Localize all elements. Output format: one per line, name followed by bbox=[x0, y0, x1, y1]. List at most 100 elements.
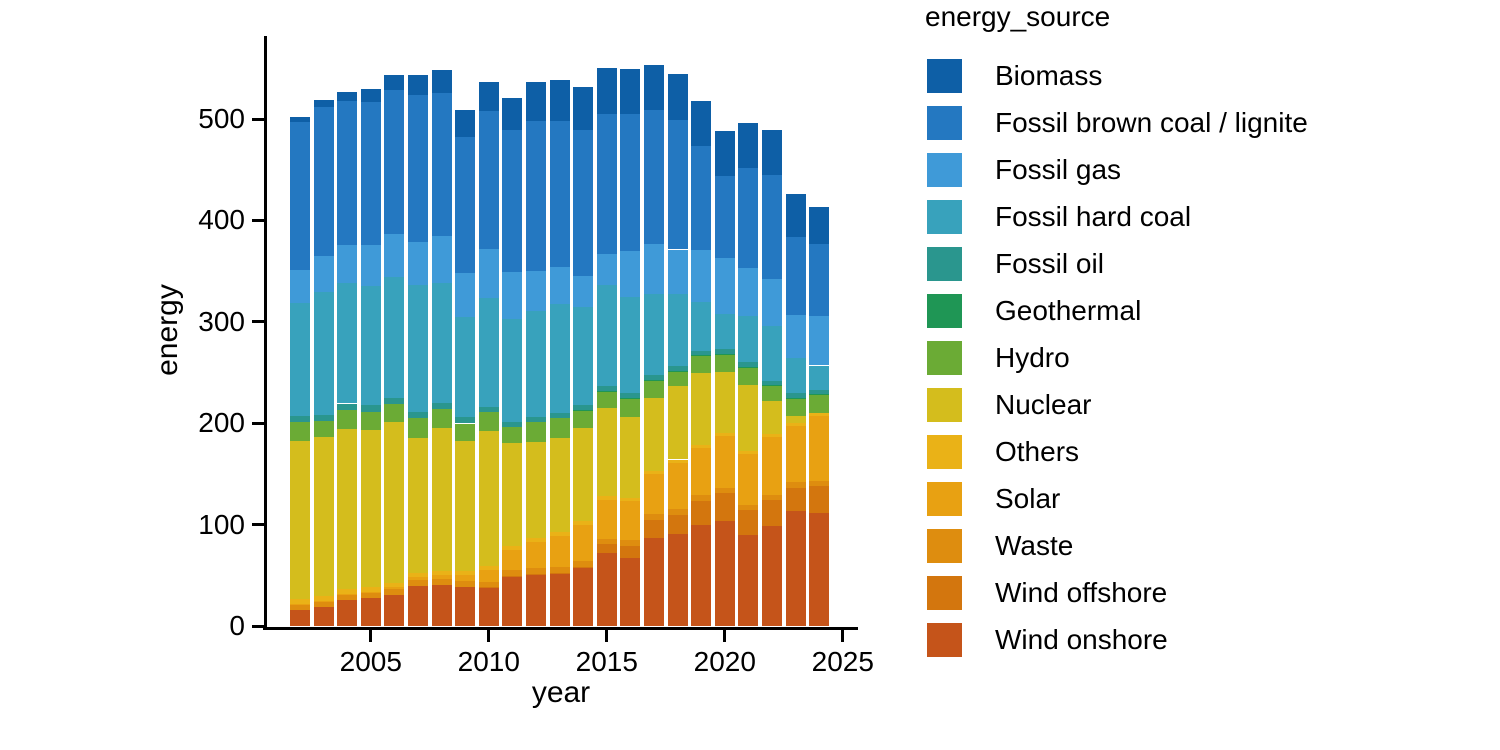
segment-hydro bbox=[502, 426, 523, 443]
segment-wind-onshore bbox=[360, 598, 381, 626]
segment-biomass bbox=[313, 100, 334, 107]
segment-fossil-oil bbox=[762, 380, 782, 386]
segment-biomass bbox=[762, 130, 782, 175]
segment-fossil-hard-coal bbox=[526, 310, 546, 418]
segment-waste bbox=[644, 514, 664, 520]
y-tick bbox=[252, 624, 265, 628]
segment-solar bbox=[762, 437, 782, 495]
segment-hydro bbox=[549, 417, 570, 439]
legend-swatch-solar bbox=[927, 482, 962, 516]
y-tick-label: 300 bbox=[198, 305, 245, 337]
segment-solar bbox=[738, 454, 759, 505]
segment-wind-onshore bbox=[644, 537, 664, 626]
bar-2019 bbox=[691, 0, 712, 750]
segment-biomass bbox=[337, 91, 358, 102]
segment-others bbox=[644, 470, 664, 475]
legend-swatch-waste bbox=[927, 529, 962, 563]
segment-wind-onshore bbox=[502, 576, 523, 626]
segment-solar bbox=[502, 550, 523, 571]
segment-hydro bbox=[478, 412, 499, 431]
bar-2003 bbox=[313, 0, 334, 750]
segment-fossil-hard-coal bbox=[431, 282, 452, 404]
segment-nuclear bbox=[596, 408, 617, 497]
legend-swatch-others bbox=[927, 435, 962, 469]
segment-solar bbox=[714, 436, 735, 488]
segment-fossil-gas bbox=[455, 273, 476, 317]
segment-others bbox=[596, 496, 617, 500]
segment-fossil-gas bbox=[313, 255, 334, 293]
segment-biomass bbox=[738, 123, 759, 168]
legend-swatch-hydro bbox=[927, 341, 962, 375]
segment-wind-onshore bbox=[290, 609, 310, 626]
segment-solar bbox=[526, 541, 546, 569]
segment-fossil-brown-coal-lignite bbox=[384, 90, 405, 235]
x-tick bbox=[369, 629, 373, 642]
bar-2013 bbox=[549, 0, 570, 750]
segment-others bbox=[762, 434, 782, 438]
y-tick bbox=[252, 421, 265, 425]
segment-fossil-gas bbox=[502, 272, 523, 320]
segment-wind-offshore bbox=[691, 500, 712, 526]
segment-others bbox=[502, 546, 523, 551]
segment-fossil-hard-coal bbox=[384, 276, 405, 398]
segment-fossil-hard-coal bbox=[809, 365, 830, 390]
x-axis-title: year bbox=[531, 676, 591, 709]
segment-wind-onshore bbox=[667, 534, 688, 626]
legend-swatch-fossil-brown-coal-lignite bbox=[927, 106, 962, 140]
segment-fossil-gas bbox=[714, 258, 735, 314]
x-tick bbox=[841, 629, 845, 642]
segment-solar bbox=[573, 524, 594, 562]
legend-item: Solar bbox=[925, 482, 1495, 516]
x-tick bbox=[723, 629, 727, 642]
legend-item: Fossil hard coal bbox=[925, 200, 1495, 234]
segment-nuclear bbox=[360, 430, 381, 588]
segment-others bbox=[714, 433, 735, 437]
segment-wind-offshore bbox=[620, 545, 641, 558]
segment-hydro bbox=[384, 403, 405, 422]
segment-wind-onshore bbox=[620, 557, 641, 626]
segment-wind-onshore bbox=[691, 525, 712, 626]
legend-label: Fossil hard coal bbox=[995, 201, 1192, 232]
segment-others bbox=[526, 537, 546, 542]
bar-2007 bbox=[408, 0, 428, 750]
segment-fossil-gas bbox=[573, 275, 594, 307]
segment-fossil-oil bbox=[290, 416, 310, 423]
segment-fossil-brown-coal-lignite bbox=[290, 122, 310, 271]
bar-2010 bbox=[478, 0, 499, 750]
segment-nuclear bbox=[667, 386, 688, 460]
segment-biomass bbox=[408, 74, 428, 95]
segment-nuclear bbox=[478, 430, 499, 566]
segment-fossil-gas bbox=[738, 268, 759, 316]
segment-nuclear bbox=[384, 421, 405, 583]
segment-others bbox=[549, 531, 570, 536]
legend-title: energy_source bbox=[925, 1, 1111, 32]
segment-others bbox=[478, 565, 499, 571]
segment-nuclear bbox=[738, 384, 759, 452]
segment-wind-offshore bbox=[738, 510, 759, 536]
segment-wind-onshore bbox=[384, 594, 405, 626]
segment-fossil-gas bbox=[337, 245, 358, 283]
segment-waste bbox=[384, 589, 405, 595]
segment-biomass bbox=[290, 117, 310, 123]
segment-others bbox=[290, 599, 310, 605]
segment-fossil-brown-coal-lignite bbox=[738, 167, 759, 269]
segment-fossil-oil bbox=[785, 393, 806, 398]
segment-hydro bbox=[762, 385, 782, 401]
legend-label: Solar bbox=[995, 483, 1061, 514]
segment-fossil-brown-coal-lignite bbox=[809, 243, 830, 316]
y-tick-label: 400 bbox=[198, 204, 245, 236]
segment-fossil-gas bbox=[691, 249, 712, 303]
segment-hydro bbox=[691, 355, 712, 373]
segment-nuclear bbox=[714, 371, 735, 434]
y-tick bbox=[252, 117, 265, 121]
segment-solar bbox=[596, 499, 617, 539]
segment-nuclear bbox=[408, 437, 428, 573]
bar-2009 bbox=[455, 0, 476, 750]
bar-2011 bbox=[502, 0, 523, 750]
segment-wind-onshore bbox=[526, 574, 546, 626]
segment-waste bbox=[785, 482, 806, 488]
segment-fossil-hard-coal bbox=[738, 315, 759, 363]
segment-solar bbox=[667, 462, 688, 510]
segment-others bbox=[691, 445, 712, 449]
segment-waste bbox=[290, 604, 310, 610]
